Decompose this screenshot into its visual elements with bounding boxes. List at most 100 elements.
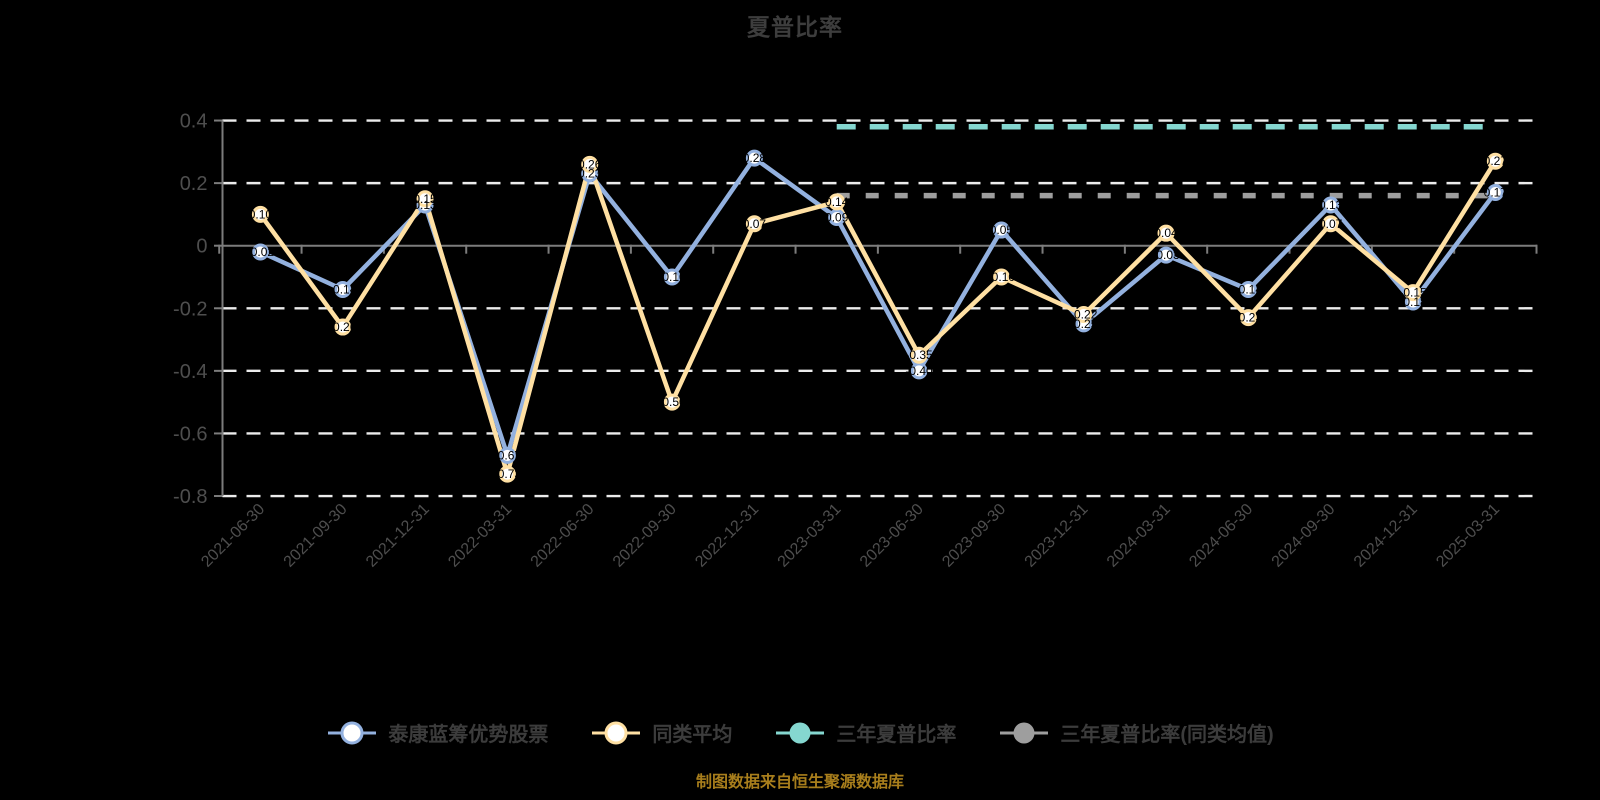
point-value-label: 0.14 <box>825 195 849 209</box>
legend-label-three-year-sharpe-peer: 三年夏普比率(同类均值) <box>1060 724 1274 746</box>
point-value-label: -0.15 <box>1399 286 1427 300</box>
x-axis-label: 2024-06-30 <box>1186 501 1256 571</box>
x-axis-label: 2021-12-31 <box>363 501 433 571</box>
point-value-label: -0.03 <box>1152 248 1180 262</box>
point-value-label: -0.14 <box>1235 283 1263 297</box>
x-axis-label: 2022-03-31 <box>445 501 515 571</box>
data-point-marker <box>1322 215 1340 233</box>
data-point-marker <box>1157 224 1175 242</box>
y-axis-label: 0.4 <box>180 111 208 133</box>
legend-label-peer-average: 同类平均 <box>652 724 733 746</box>
fund-line-marker-icon <box>328 721 377 744</box>
x-axis-label: 2024-09-30 <box>1269 501 1339 571</box>
x-axis-label: 2024-12-31 <box>1351 501 1421 571</box>
point-value-label: 0.27 <box>1484 154 1508 168</box>
x-axis-label: 2024-03-31 <box>1104 501 1174 571</box>
peer-line-marker-icon <box>592 721 641 744</box>
x-axis-label: 2022-12-31 <box>692 501 762 571</box>
point-value-label: -0.14 <box>329 283 357 297</box>
data-point-marker <box>1404 284 1422 302</box>
data-point-marker <box>1486 152 1504 170</box>
legend-item-three-year-sharpe-peer[interactable]: 三年夏普比率(同类均值) <box>998 718 1274 747</box>
point-value-label: 0.05 <box>990 223 1014 237</box>
data-point-marker <box>910 346 928 364</box>
data-point-marker <box>828 193 846 211</box>
data-point-marker <box>828 209 846 227</box>
data-point-marker <box>498 465 516 483</box>
data-point-marker <box>745 215 763 233</box>
point-value-label: -0.23 <box>1235 311 1263 325</box>
point-value-label: -0.35 <box>905 348 933 362</box>
point-value-label: -0.67 <box>494 448 522 462</box>
data-point-marker <box>992 268 1010 286</box>
series-line <box>258 158 1498 477</box>
point-value-label: 0.23 <box>578 167 602 181</box>
chart-legend: 泰康蓝筹优势股票 同类平均 三年夏普比率 三年夏普比率(同类均值) <box>0 718 1600 747</box>
x-axis-label: 2023-12-31 <box>1022 501 1092 571</box>
data-point-marker <box>581 155 599 173</box>
y-axis-label: -0.8 <box>173 486 207 508</box>
legend-label-fund: 泰康蓝筹优势股票 <box>388 724 549 746</box>
x-axis-label: 2021-06-30 <box>198 501 268 571</box>
data-point-marker <box>1239 281 1257 299</box>
data-point-marker <box>334 281 352 299</box>
point-value-label: 0.10 <box>249 207 273 221</box>
x-axis-label: 2023-06-30 <box>857 501 927 571</box>
legend-label-three-year-sharpe: 三年夏普比率 <box>836 724 957 746</box>
series-line <box>258 155 1498 458</box>
data-point-marker <box>334 318 352 336</box>
point-value-label: 0.04 <box>1154 226 1178 240</box>
chart-title: 夏普比率 <box>747 14 843 40</box>
three-year-sharpe-peer-marker-icon <box>1000 722 1049 743</box>
data-point-marker <box>416 190 434 208</box>
legend-item-fund[interactable]: 泰康蓝筹优势股票 <box>326 718 548 747</box>
y-axis-label: 0 <box>196 236 207 258</box>
y-axis-label: -0.4 <box>173 361 207 383</box>
x-axis-label: 2023-03-31 <box>775 501 845 571</box>
point-value-label: 0.26 <box>578 157 602 171</box>
data-point-marker <box>992 221 1010 239</box>
data-point-marker <box>251 243 269 261</box>
data-point-marker <box>663 393 681 411</box>
point-value-label: 0.09 <box>825 211 849 225</box>
x-axis-label: 2023-09-30 <box>939 501 1009 571</box>
x-axis-label: 2025-03-31 <box>1433 501 1503 571</box>
data-point-marker <box>1322 196 1340 214</box>
point-value-label: -0.02 <box>247 245 275 259</box>
three-year-sharpe-marker-icon <box>776 722 825 743</box>
y-axis-label: 0.2 <box>180 173 208 195</box>
point-value-label: -0.26 <box>329 320 357 334</box>
point-value-label: 0.07 <box>743 217 767 231</box>
point-value-label: 0.15 <box>413 192 437 206</box>
data-point-marker <box>1075 306 1093 324</box>
point-value-label: -0.25 <box>1070 317 1098 331</box>
point-value-label: -0.10 <box>658 270 686 284</box>
data-point-marker <box>663 268 681 286</box>
point-value-label: -0.40 <box>905 364 933 378</box>
data-point-marker <box>251 205 269 223</box>
point-value-label: 0.17 <box>1484 186 1508 200</box>
point-value-label: -0.18 <box>1399 295 1427 309</box>
point-value-label: 0.28 <box>743 151 767 165</box>
data-point-marker <box>1157 246 1175 264</box>
data-source-note: 制图数据来自恒生聚源数据库 <box>695 774 904 791</box>
data-point-marker <box>1486 184 1504 202</box>
y-axis-label: -0.6 <box>173 423 207 445</box>
data-point-marker <box>910 362 928 380</box>
data-point-marker <box>498 446 516 464</box>
point-value-label: 0.13 <box>413 198 437 212</box>
point-value-label: -0.22 <box>1070 308 1098 322</box>
legend-item-peer-average[interactable]: 同类平均 <box>590 718 732 747</box>
legend-item-three-year-sharpe[interactable]: 三年夏普比率 <box>774 718 956 747</box>
point-value-label: -0.73 <box>494 467 522 481</box>
point-value-label: 0.07 <box>1319 217 1343 231</box>
x-axis-label: 2022-06-30 <box>528 501 598 571</box>
x-axis-label: 2021-09-30 <box>281 501 351 571</box>
point-value-label: 0.13 <box>1319 198 1343 212</box>
data-point-marker <box>1239 309 1257 327</box>
data-point-marker <box>745 149 763 167</box>
x-axis-label: 2022-09-30 <box>610 501 680 571</box>
point-value-label: -0.10 <box>988 270 1016 284</box>
